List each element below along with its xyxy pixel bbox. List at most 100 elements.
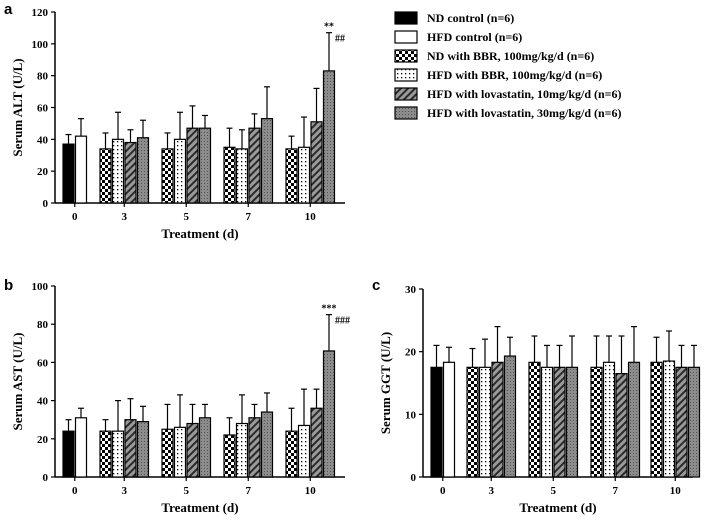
panel-a: a 0 20 40 60 80 100 120 0 3 5 7 10 **## Treatment (d)…: [4, 1, 345, 241]
bar-hfd_lova10: [248, 127, 261, 204]
bar-hfd_lova30: [627, 361, 641, 478]
y-tick-label: 120: [32, 7, 49, 19]
bar-hfd_lova30: [322, 70, 336, 204]
y-tick-label: 10: [405, 409, 417, 421]
panel-c-label: c: [372, 277, 380, 294]
x-axis-label: Treatment (d): [519, 500, 596, 515]
bar-nd_bbr: [590, 366, 603, 478]
bar-hfd_lova30: [565, 366, 579, 478]
bar-hfd_control: [74, 135, 88, 204]
y-tick-label: 80: [37, 319, 49, 331]
bar-nd_bbr: [223, 146, 236, 204]
x-tick-label: 3: [489, 485, 495, 497]
bar-hfd_lova10: [124, 141, 137, 204]
panel-b-label: b: [4, 277, 13, 294]
legend-label-hfd_control: HFD control (n=6): [427, 30, 522, 44]
bar-hfd_lova30: [260, 118, 274, 204]
x-tick-label: 10: [670, 485, 682, 497]
bar-nd_bbr: [223, 434, 236, 478]
x-tick-label: 3: [122, 485, 128, 497]
bar-hfd_lova10: [553, 366, 566, 478]
bar-hfd_bbr: [297, 146, 311, 204]
y-tick-label: 60: [37, 357, 49, 369]
bar-hfd_lova10: [186, 422, 199, 478]
bar-hfd_lova10: [248, 417, 261, 478]
significance-star: ***: [322, 304, 337, 315]
x-tick-label: 10: [305, 211, 317, 223]
panel-c-plot: 0 10 20 30 0 3 5 7 10 Treatment (d) Serum GGT (U/L…: [378, 284, 701, 515]
x-tick-label: 0: [72, 211, 78, 223]
y-axis-label: Serum AST (U/L): [10, 333, 25, 431]
bar-hfd_control: [74, 417, 88, 478]
panel-c: c 0 10 20 30 0 3 5 7 10 Treatment (d) Serum GGT (U…: [372, 277, 701, 515]
legend-swatch-hfd_lova10: [394, 87, 418, 101]
bar-hfd_lova30: [260, 411, 274, 478]
bar-hfd_lova30: [198, 417, 212, 478]
x-tick-label: 0: [440, 485, 446, 497]
x-tick-label: 10: [305, 485, 317, 497]
legend: ND control (n=6) HFD control (n=6) ND with…: [394, 11, 622, 120]
bar-hfd_lova30: [198, 127, 212, 204]
bar-hfd_lova10: [491, 361, 504, 478]
significance-hash: ##: [335, 34, 345, 45]
y-tick-label: 0: [43, 198, 49, 210]
bar-hfd_lova10: [124, 419, 137, 478]
panel-b: b 0 20 40 60 80 100 0 3 5 7 10 ***### Treatment (d) S…: [4, 277, 350, 515]
y-tick-label: 0: [43, 472, 49, 484]
y-axis-label: Serum GGT (U/L): [378, 332, 393, 434]
bar-hfd_lova30: [136, 421, 150, 478]
y-axis-label: Serum ALT (U/L): [10, 58, 25, 156]
y-tick-label: 30: [405, 284, 417, 296]
bar-hfd_lova10: [186, 127, 199, 204]
bar-nd_control: [62, 430, 75, 478]
y-tick-label: 100: [32, 281, 49, 293]
y-tick-label: 80: [37, 71, 49, 83]
y-tick-label: 100: [32, 39, 49, 51]
bar-nd_bbr: [161, 148, 174, 204]
bar-hfd_bbr: [111, 138, 125, 204]
bar-nd_control: [430, 366, 443, 478]
bar-nd_control: [62, 143, 75, 204]
y-tick-label: 20: [37, 166, 49, 178]
bar-hfd_bbr: [111, 430, 125, 478]
legend-swatch-hfd_lova30: [394, 106, 418, 120]
bar-nd_bbr: [466, 366, 479, 478]
y-tick-label: 40: [37, 134, 49, 146]
bar-hfd_lova10: [310, 121, 323, 204]
bar-hfd_bbr: [235, 422, 249, 478]
bar-hfd_lova10: [615, 373, 628, 478]
bar-hfd_lova30: [503, 355, 517, 478]
x-axis-label: Treatment (d): [161, 226, 238, 241]
legend-label-nd_bbr: ND with BBR, 100mg/kg/d (n=6): [427, 49, 594, 63]
bar-hfd_bbr: [173, 426, 187, 478]
x-tick-label: 7: [246, 485, 252, 497]
x-tick-label: 7: [246, 211, 252, 223]
bar-hfd_bbr: [662, 360, 676, 478]
bar-nd_bbr: [161, 428, 174, 478]
legend-swatch-hfd_bbr: [394, 68, 418, 82]
bar-nd_bbr: [99, 148, 112, 204]
bar-hfd_lova30: [136, 137, 150, 204]
bar-hfd_bbr: [235, 148, 249, 204]
x-tick-label: 0: [72, 485, 78, 497]
x-tick-label: 5: [184, 485, 190, 497]
bar-hfd_bbr: [602, 361, 616, 478]
y-tick-label: 60: [37, 103, 49, 115]
bar-hfd_lova10: [310, 407, 323, 478]
x-tick-label: 3: [122, 211, 128, 223]
bar-nd_bbr: [285, 430, 298, 478]
y-tick-label: 40: [37, 396, 49, 408]
legend-label-hfd_lova10: HFD with lovastatin, 10mg/kg/d (n=6): [427, 87, 622, 101]
panel-a-plot: 0 20 40 60 80 100 120 0 3 5 7 10 **## Treatment (d) Se…: [10, 7, 345, 241]
bar-nd_bbr: [650, 361, 663, 478]
panel-b-plot: 0 20 40 60 80 100 0 3 5 7 10 ***### Treatment (d) Ser…: [10, 281, 350, 515]
legend-label-hfd_bbr: HFD with BBR, 100mg/kg/d (n=6): [427, 68, 602, 82]
y-tick-label: 20: [37, 434, 49, 446]
legend-swatch-nd_bbr: [394, 49, 418, 63]
legend-swatch-nd_control: [394, 11, 418, 25]
bar-hfd_bbr: [478, 366, 492, 478]
bar-hfd_bbr: [297, 424, 311, 478]
x-tick-label: 5: [184, 211, 190, 223]
legend-swatch-hfd_control: [394, 30, 418, 44]
